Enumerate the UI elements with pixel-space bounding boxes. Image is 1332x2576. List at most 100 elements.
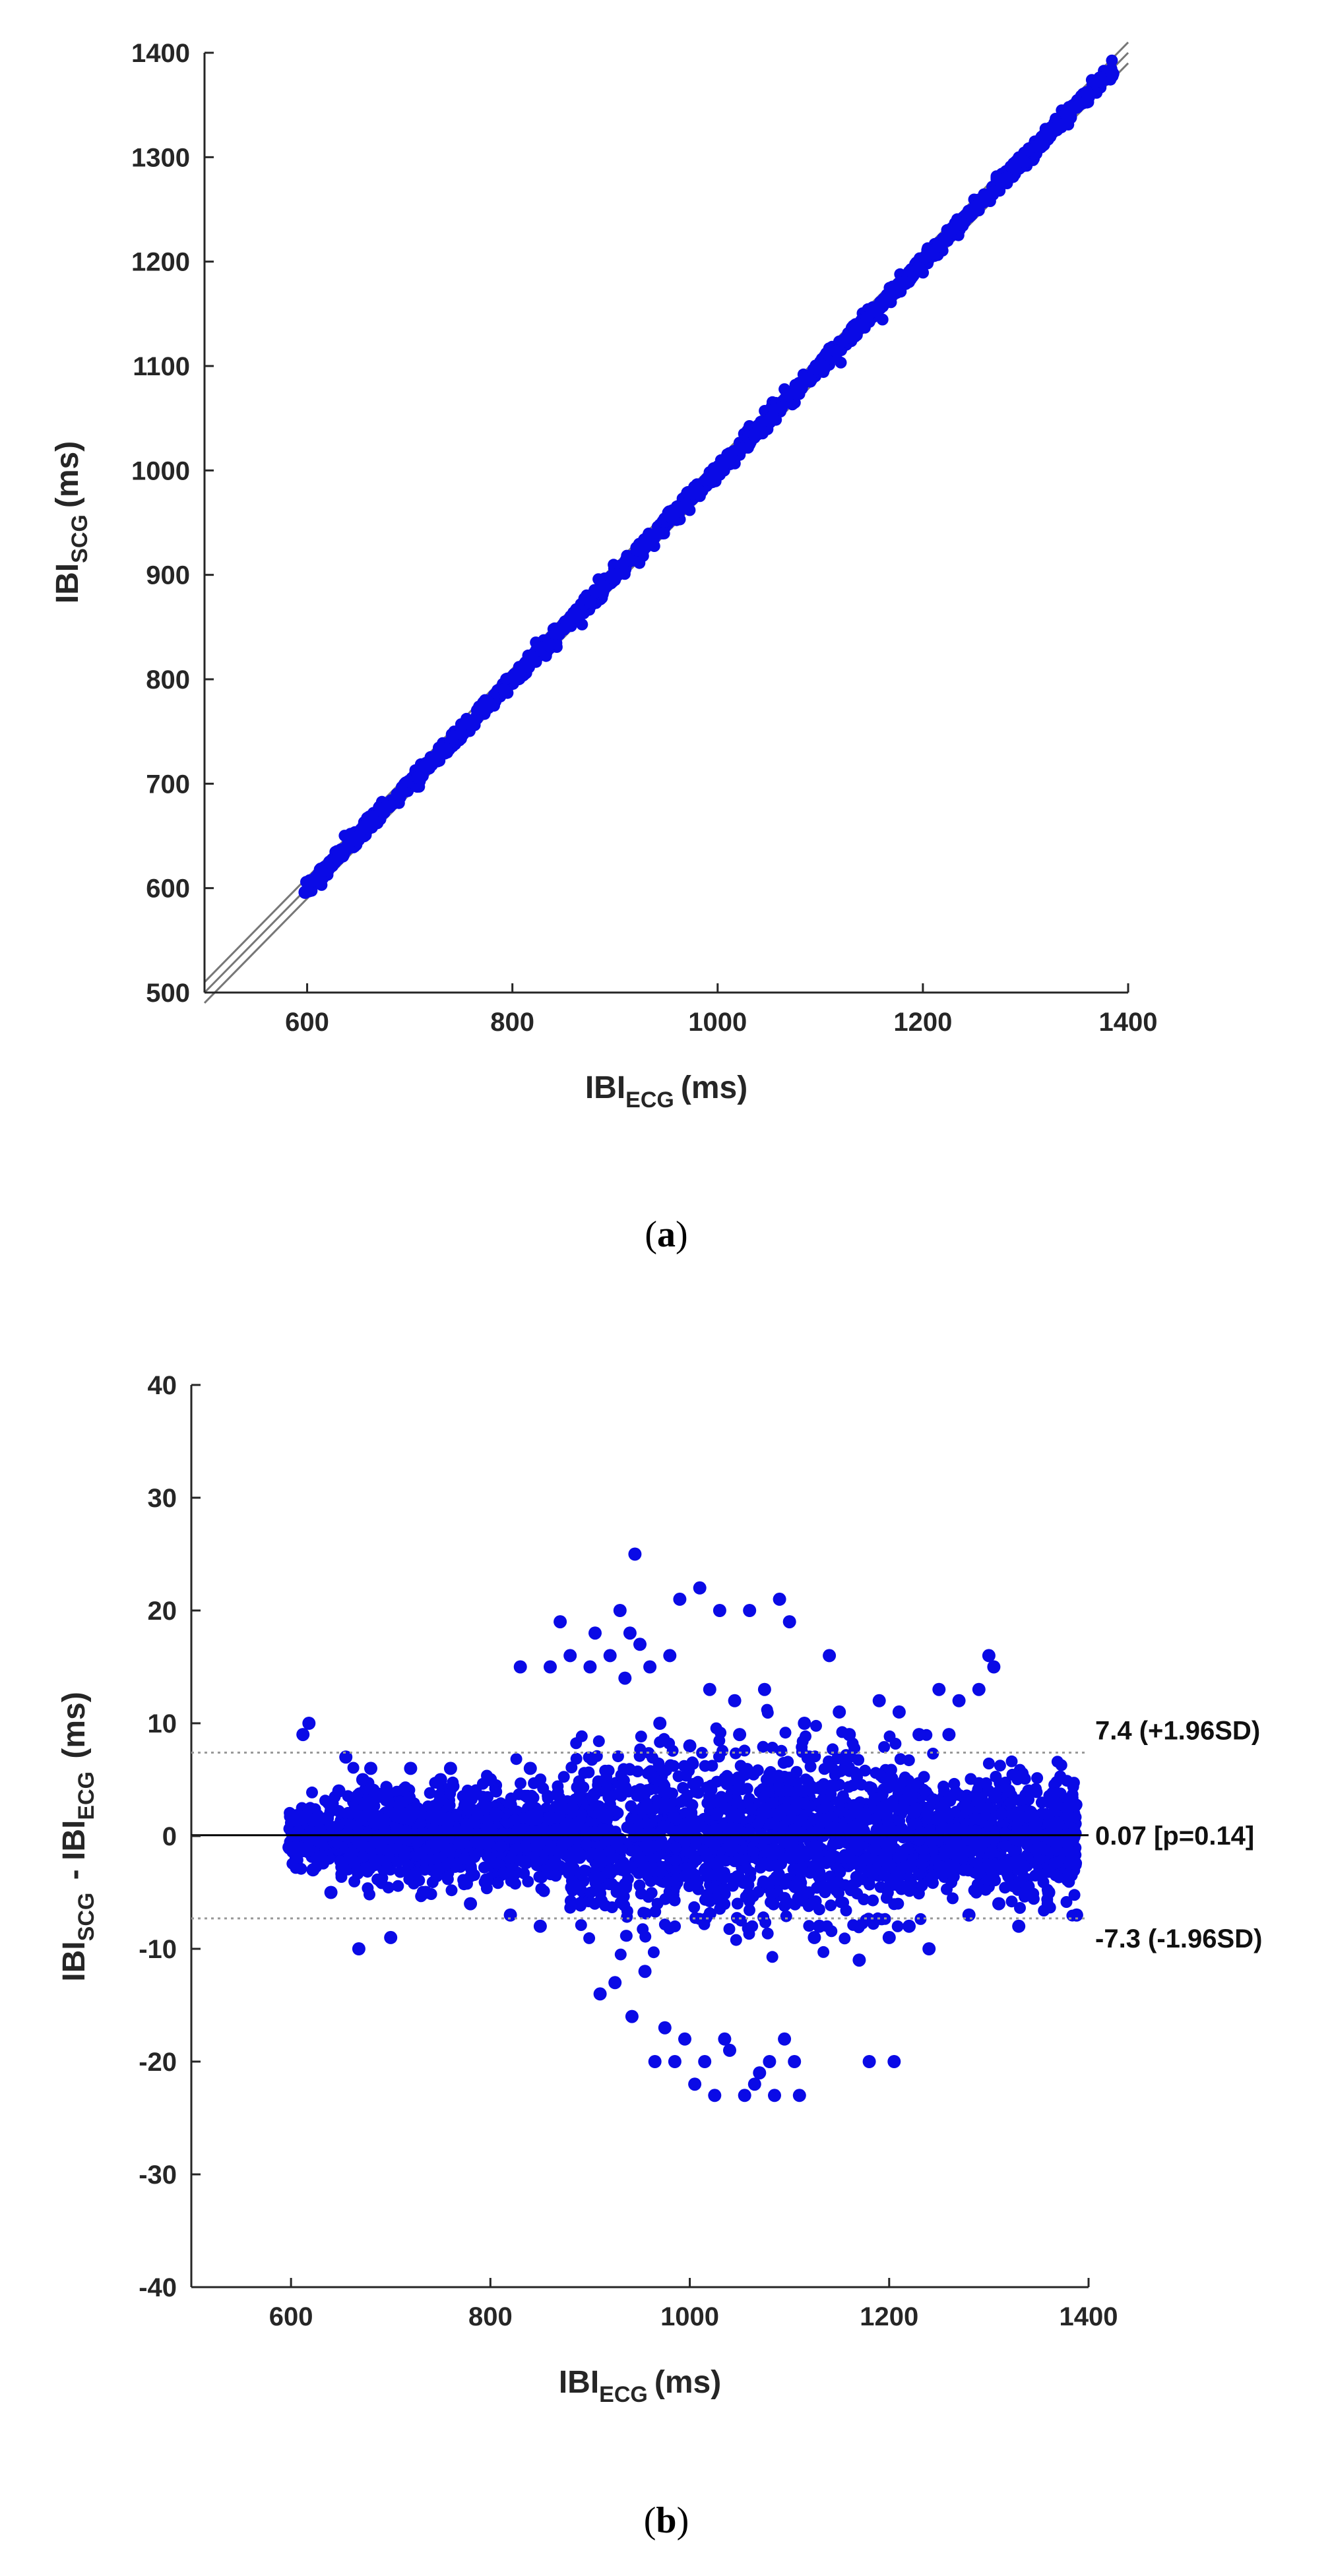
panel-b-data-point: [425, 1853, 437, 1866]
panel-b-data-point: [1005, 1796, 1017, 1809]
panel-b-data-point: [1005, 1755, 1018, 1767]
panel-b-data-point: [592, 1802, 605, 1815]
panel-b-data-point: [859, 1811, 872, 1824]
panel-b-data-point: [926, 1844, 939, 1856]
panel-b-data-point: [1002, 1870, 1015, 1883]
panel-b-data-point: [999, 1827, 1011, 1839]
panel-b-data-point: [468, 1850, 481, 1862]
panel-b-data-point: [839, 1932, 851, 1945]
panel-b-data-point: [1051, 1816, 1063, 1828]
panel-a-x-axis-label: IBIECG (ms): [585, 1070, 747, 1113]
panel-b-data-point: [990, 1771, 1002, 1783]
panel-b-data-point: [928, 1793, 940, 1806]
panel-b-data-point: [982, 1802, 994, 1814]
panel-b-data-point: [342, 1806, 354, 1819]
panel-b-data-point: [565, 1762, 578, 1773]
panel-b-data-point: [655, 1775, 668, 1787]
panel-b-data-point: [892, 1851, 904, 1864]
panel-b-data-point: [742, 1922, 754, 1934]
panel-b-data-point: [614, 1948, 627, 1961]
panel-b-data-point: [1006, 1768, 1019, 1781]
panel-b-data-point: [937, 1822, 950, 1834]
panel-b-data-point: [1062, 1845, 1075, 1857]
panel-b-data-point: [897, 1880, 909, 1893]
panel-b-data-point: [866, 1781, 877, 1794]
panel-b-data-point: [766, 1951, 778, 1963]
panel-b-data-point: [916, 1880, 928, 1891]
panel-b-data-point: [668, 1760, 680, 1772]
panel-b-data-point: [788, 1846, 800, 1858]
panel-b-data-point: [462, 1804, 474, 1816]
panel-b-data-point: [818, 1763, 831, 1775]
panel-a-data-point: [835, 356, 847, 369]
panel-b-data-point: [906, 1790, 918, 1802]
panel-b-data-point: [782, 1756, 794, 1768]
panel-b-data-point: [969, 1812, 982, 1825]
panel-b-data-point: [418, 1864, 431, 1876]
panel-b-data-point: [1015, 1769, 1027, 1782]
panel-b-data-point: [347, 1762, 360, 1774]
panel-b-data-point: [974, 1862, 987, 1874]
panel-b-data-point: [757, 1791, 770, 1804]
panel-b-data-point: [358, 1796, 371, 1809]
panel-b-data-point: [787, 1863, 800, 1876]
panel-b-data-point: [557, 1771, 570, 1783]
panel-a-data-point: [411, 770, 425, 784]
panel-a-data-point: [557, 623, 571, 636]
panel-b-data-point: [307, 1833, 319, 1846]
panel-b-data-point: [797, 1785, 809, 1797]
panel-b-data-point: [906, 1805, 918, 1818]
panel-b-data-point: [458, 1853, 470, 1865]
panel-b-data-point: [666, 1744, 679, 1757]
panel-b-data-point: [400, 1826, 413, 1839]
panel-b-data-point: [642, 1826, 654, 1839]
panel-a-y-tick-label: 500: [146, 979, 190, 1008]
panel-b-data-point: [927, 1748, 939, 1760]
panel-a-data-point: [912, 261, 926, 275]
panel-b-data-point: [1007, 1880, 1019, 1893]
panel-b-data-point: [802, 1845, 815, 1858]
panel-a-data-point: [497, 683, 511, 696]
panel-a-y-tick-label: 900: [146, 561, 190, 590]
panel-b-data-point: [796, 1862, 808, 1874]
panel-b-data-point: [1064, 1812, 1077, 1824]
panel-a-data-point: [747, 428, 761, 442]
panel-b-data-point: [850, 1870, 862, 1883]
panel-a-y-axis-label: IBISCG(ms): [50, 441, 92, 603]
panel-a-axes: [203, 53, 1128, 994]
panel-b-data-point: [761, 1927, 774, 1940]
panel-b-data-point: [658, 1787, 670, 1799]
panel-b-data-point: [961, 1845, 974, 1858]
panel-b-data-point: [542, 1790, 554, 1802]
panel-a-data-point: [1060, 106, 1073, 120]
panel-b-data-point: [880, 1891, 893, 1904]
panel-a-data-point: [542, 638, 555, 652]
panel-b-data-point: [938, 1785, 950, 1797]
panel-b-data-point: [817, 1793, 829, 1806]
panel-b-data-point: [812, 1824, 825, 1836]
panel-b-data-point: [286, 1857, 299, 1870]
panel-b-data-point: [587, 1847, 599, 1860]
panel-b-data-point: [959, 1793, 972, 1806]
panel-b-data-point: [790, 1765, 803, 1778]
panel-b-data-point: [619, 1878, 631, 1890]
panel-b-data-point: [364, 1888, 375, 1901]
panel-a-data-point: [639, 539, 652, 553]
panel-b-data-point: [731, 1784, 744, 1796]
panel-b-data-point: [858, 1893, 870, 1905]
panel-b-data-point: [544, 1844, 557, 1856]
panel-b-data-point: [706, 1760, 718, 1772]
panel-a-data-point: [625, 553, 639, 567]
panel-a-data-point: [707, 470, 720, 483]
panel-b-data-point: [710, 1722, 722, 1734]
panel-a-data-point: [583, 595, 597, 609]
panel-a-data-point: [939, 234, 953, 247]
panel-b-data-point: [1012, 1834, 1025, 1847]
panel-a-y-tick-label: 700: [146, 770, 190, 799]
panel-b-data-point: [842, 1781, 855, 1793]
panel-b-data-point: [1066, 1789, 1079, 1800]
panel-b-data-point: [616, 1864, 627, 1876]
panel-a-data-point: [969, 202, 983, 216]
panel-a-y-tick-label: 600: [146, 874, 190, 904]
